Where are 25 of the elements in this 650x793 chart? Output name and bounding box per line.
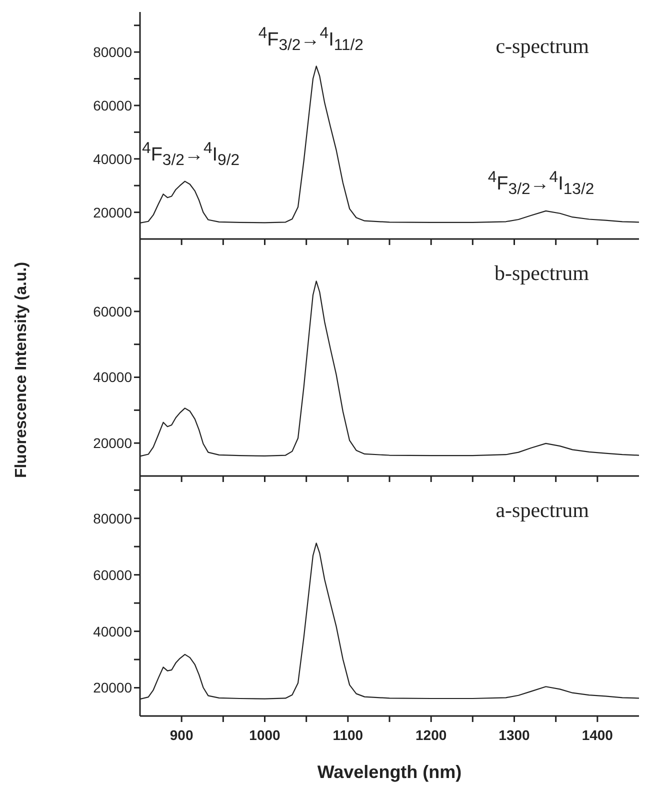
text: b-spectrum	[494, 261, 589, 286]
x-axis-title: Wavelength (nm)	[316, 762, 463, 783]
annotation: $^{4}$F$_{3/2}$→$^{4}$I$_{9/2}$	[142, 140, 240, 170]
y-tick-label: 40000	[93, 150, 132, 167]
x-tick-label: 1300	[498, 726, 530, 743]
y-tick-label: 80000	[93, 44, 132, 60]
y-tick-label: 40000	[93, 369, 132, 386]
text: a-spectrum	[496, 498, 589, 523]
y-tick-label: 20000	[93, 204, 132, 220]
y-tick-label: 40000	[93, 623, 132, 640]
x-tick-label: 1400	[582, 726, 614, 743]
y-tick-label: 80000	[93, 510, 132, 526]
y-tick-label: 60000	[93, 566, 132, 583]
annotation: $^{4}$F$_{3/2}$→$^{4}$I$_{13/2}$	[488, 169, 594, 199]
x-tick-label: 1000	[249, 726, 281, 743]
x-tick-label: 900	[170, 726, 194, 743]
y-tick-label: 60000	[93, 97, 132, 114]
y-axis-title: Fluorescence Intensity (a.u.)	[13, 262, 31, 478]
annotation: $^{4}$F$_{3/2}$→$^{4}$I$_{11/2}$	[258, 24, 364, 54]
y-tick-label: 20000	[93, 680, 132, 696]
x-tick-label: 1100	[332, 726, 364, 743]
y-tick-label: 60000	[93, 303, 132, 320]
x-tick-label: 1200	[416, 726, 447, 743]
y-tick-label: 20000	[93, 435, 132, 452]
text: c-spectrum	[496, 34, 589, 59]
